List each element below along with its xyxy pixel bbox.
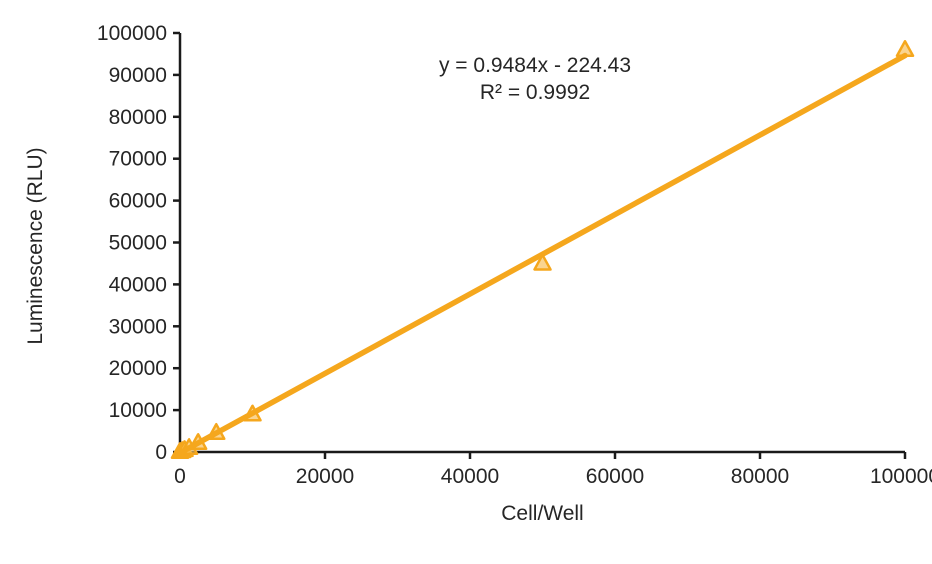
y-tick-label: 100000 <box>97 22 167 45</box>
trendline-annotation: y = 0.9484x - 224.43 R² = 0.9992 <box>350 52 720 106</box>
y-tick-label: 70000 <box>109 148 167 171</box>
y-tick-label: 10000 <box>109 399 167 422</box>
y-tick-label: 60000 <box>109 190 167 213</box>
x-tick-label: 0 <box>174 465 186 488</box>
x-tick-label: 100000 <box>870 465 932 488</box>
y-tick-label: 80000 <box>109 106 167 129</box>
data-point-marker <box>533 253 552 271</box>
y-tick-label: 90000 <box>109 64 167 87</box>
x-tick-label: 40000 <box>441 465 499 488</box>
y-axis-title: Luminescence (RLU) <box>24 147 47 345</box>
y-tick-label: 40000 <box>109 273 167 296</box>
y-tick-label: 50000 <box>109 232 167 255</box>
y-tick-label: 0 <box>155 441 167 464</box>
x-tick-label: 20000 <box>296 465 354 488</box>
equation-label: y = 0.9484x - 224.43 <box>438 54 632 77</box>
r-squared-label: R² = 0.9992 <box>479 81 591 104</box>
y-tick-label: 30000 <box>109 315 167 338</box>
trendline <box>177 52 908 456</box>
x-axis-title: Cell/Well <box>501 502 584 525</box>
x-tick-label: 80000 <box>731 465 789 488</box>
x-tick-label: 60000 <box>586 465 644 488</box>
y-tick-label: 20000 <box>109 357 167 380</box>
